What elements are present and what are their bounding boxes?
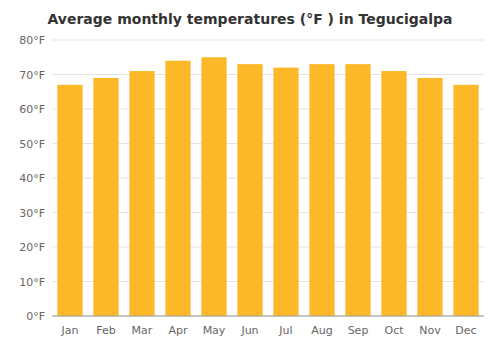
y-tick-label: 50°F: [19, 138, 45, 151]
bar: [57, 85, 82, 316]
grid-line: [52, 74, 484, 75]
y-tick-label: 80°F: [19, 34, 45, 47]
bar: [273, 68, 298, 316]
y-tick-label: 20°F: [19, 241, 45, 254]
chart-svg: Average monthly temperatures (°F ) in Te…: [0, 0, 500, 350]
grid-line: [52, 316, 484, 317]
bar: [93, 78, 118, 316]
chart-container: Average monthly temperatures (°F ) in Te…: [0, 0, 500, 350]
bar: [129, 71, 154, 316]
bar: [201, 57, 226, 316]
bar: [453, 85, 478, 316]
grid: [52, 40, 484, 316]
x-tick-label: Jan: [61, 324, 79, 337]
bar: [165, 61, 190, 316]
bar: [417, 78, 442, 316]
bar: [381, 71, 406, 316]
x-tick-label: Oct: [384, 324, 404, 337]
x-tick-label: Feb: [96, 324, 115, 337]
bar: [345, 64, 370, 316]
bars: [57, 57, 478, 316]
x-tick-label: Jun: [240, 324, 258, 337]
x-axis-line: [52, 316, 484, 317]
x-tick-label: Aug: [311, 324, 332, 337]
x-tick-label: Apr: [168, 324, 188, 337]
y-tick-label: 30°F: [19, 207, 45, 220]
x-tick-label: Jul: [278, 324, 292, 337]
bar: [237, 64, 262, 316]
grid-line: [52, 40, 484, 41]
y-tick-label: 60°F: [19, 103, 45, 116]
x-tick-label: Mar: [132, 324, 153, 337]
x-tick-label: Sep: [348, 324, 369, 337]
x-tick-label: May: [203, 324, 226, 337]
x-tick-label: Nov: [419, 324, 441, 337]
chart-title: Average monthly temperatures (°F ) in Te…: [48, 11, 453, 27]
y-tick-label: 0°F: [26, 310, 45, 323]
y-tick-label: 10°F: [19, 276, 45, 289]
y-tick-label: 70°F: [19, 69, 45, 82]
y-tick-label: 40°F: [19, 172, 45, 185]
bar: [309, 64, 334, 316]
x-tick-label: Dec: [455, 324, 476, 337]
